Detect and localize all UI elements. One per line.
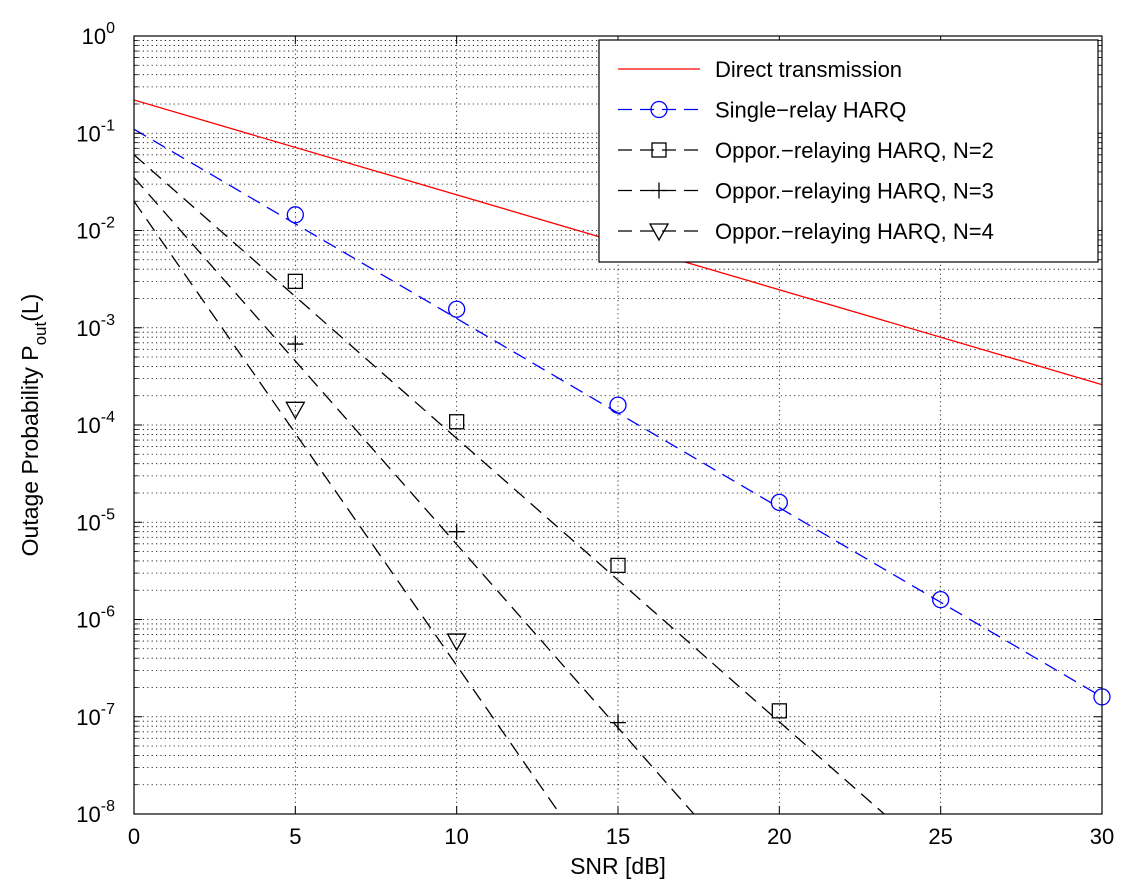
legend-marker-2 xyxy=(650,100,668,119)
data-point-marker-series-3 xyxy=(287,273,303,289)
data-point-marker-series-2 xyxy=(286,206,304,224)
x-axis-label: SNR [dB] xyxy=(570,853,666,879)
y-tick-label: 10-2 xyxy=(76,215,115,244)
legend-box xyxy=(598,39,1099,263)
data-point-marker-series-2 xyxy=(448,300,466,318)
series-line-4 xyxy=(134,177,695,814)
x-tick-label: 0 xyxy=(128,824,140,849)
x-tick-label: 5 xyxy=(289,824,301,849)
y-tick-label: 100 xyxy=(82,20,115,49)
legend-label-3: Oppor.−relaying HARQ, N=2 xyxy=(715,138,994,163)
y-tick-label: 10-7 xyxy=(76,701,115,730)
legend-label-2: Single−relay HARQ xyxy=(715,98,906,123)
y-tick-label: 10-1 xyxy=(76,117,115,146)
data-point-marker-series-4 xyxy=(448,523,465,540)
legend-marker-5 xyxy=(648,223,670,242)
legend-marker-3 xyxy=(651,142,667,158)
y-tick-label: 10-5 xyxy=(76,506,115,535)
data-point-marker-series-4 xyxy=(287,336,304,353)
x-tick-label: 15 xyxy=(606,824,630,849)
data-point-marker-series-5 xyxy=(285,401,306,420)
data-point-marker-series-2 xyxy=(932,590,950,609)
data-point-marker-series-2 xyxy=(609,396,627,414)
legend: Direct transmission Single−relay HARQ Oppo… xyxy=(598,39,1099,263)
series-line-5 xyxy=(134,200,561,814)
series-line-3 xyxy=(134,154,885,814)
legend-label-5: Oppor.−relaying HARQ, N=4 xyxy=(715,219,994,244)
data-point-marker-series-3 xyxy=(610,557,626,574)
y-tick-label: 10-4 xyxy=(76,409,115,438)
data-point-marker-series-5 xyxy=(446,633,467,652)
y-axis-label-main: Outage Probability P xyxy=(17,345,43,556)
legend-label-4: Oppor.−relaying HARQ, N=3 xyxy=(715,179,994,204)
y-tick-label: 10-6 xyxy=(76,604,115,633)
legend-label-1: Direct transmission xyxy=(715,57,902,82)
legend-marker-4 xyxy=(651,182,667,199)
y-axis-label-suffix: (L) xyxy=(17,294,43,322)
x-tick-label: 10 xyxy=(444,824,468,849)
axis-ticks: 0 5 10 15 20 25 30 100 10-1 10-2 10-3 10-4 10-5 10-6 1… xyxy=(76,20,1114,849)
data-point-marker-series-4 xyxy=(610,714,626,731)
x-tick-label: 20 xyxy=(767,824,791,849)
y-axis-label: Outage Probability Pout(L) xyxy=(17,294,50,557)
y-tick-label: 10-3 xyxy=(76,312,115,341)
x-tick-label: 25 xyxy=(928,824,952,849)
y-tick-label: 10-8 xyxy=(76,798,115,827)
y-axis-label-subscript: out xyxy=(31,321,50,345)
data-point-marker-series-3 xyxy=(771,703,787,719)
data-point-marker-series-2 xyxy=(770,493,788,512)
x-tick-label: 30 xyxy=(1090,824,1114,849)
data-point-marker-series-3 xyxy=(449,414,465,430)
